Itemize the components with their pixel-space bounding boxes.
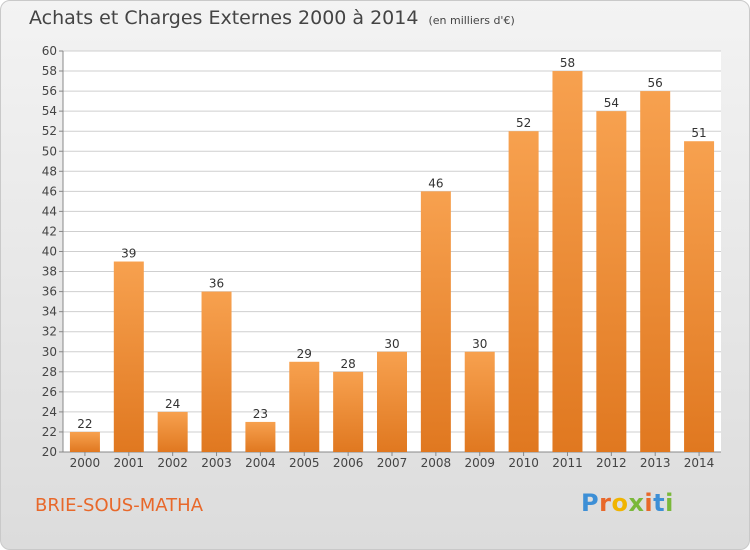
y-tick-label: 24	[42, 405, 57, 419]
data-label: 56	[648, 76, 663, 90]
x-tick-label: 2005	[289, 456, 320, 470]
y-tick-label: 50	[42, 144, 57, 158]
bar	[508, 131, 539, 452]
x-tick-label: 2002	[157, 456, 188, 470]
y-tick-label: 58	[42, 64, 57, 78]
x-tick-label: 2009	[464, 456, 495, 470]
city-label: BRIE-SOUS-MATHA	[35, 495, 204, 516]
y-tick-label: 48	[42, 164, 57, 178]
data-label: 46	[428, 176, 443, 190]
x-tick-label: 2003	[201, 456, 232, 470]
y-tick-label: 26	[42, 385, 57, 399]
x-tick-label: 2001	[114, 456, 145, 470]
y-tick-label: 42	[42, 224, 57, 238]
data-label: 36	[209, 277, 224, 291]
y-tick-label: 44	[42, 204, 57, 218]
bar	[464, 351, 495, 452]
bar	[684, 141, 715, 452]
logo-letter: P	[581, 489, 600, 517]
logo-letter: o	[611, 489, 629, 517]
bar	[333, 371, 364, 452]
bar	[157, 411, 188, 452]
y-tick-label: 20	[42, 445, 57, 459]
data-label: 51	[691, 126, 706, 140]
bar	[377, 351, 407, 452]
y-tick-label: 40	[42, 245, 57, 259]
x-tick-label: 2006	[333, 456, 364, 470]
title-text: Achats et Charges Externes 2000 à 2014	[29, 7, 419, 29]
logo-letter: x	[628, 489, 645, 517]
bar	[69, 431, 100, 452]
logo-letter: i	[665, 489, 674, 517]
data-label: 23	[253, 407, 268, 421]
proxiti-logo: Proxiti	[581, 489, 674, 517]
y-tick-label: 32	[42, 325, 57, 339]
x-tick-label: 2012	[596, 456, 627, 470]
data-label: 39	[121, 247, 136, 261]
x-tick-label: 2000	[70, 456, 101, 470]
x-tick-label: 2007	[377, 456, 408, 470]
unit-label: (en milliers d'€)	[428, 14, 515, 27]
bar	[640, 91, 671, 452]
data-label: 54	[604, 96, 619, 110]
bar	[289, 361, 320, 452]
logo-letter: i	[644, 489, 654, 517]
x-tick-label: 2008	[421, 456, 452, 470]
logo-letter: t	[653, 489, 666, 517]
x-tick-label: 2013	[640, 456, 671, 470]
y-tick-label: 46	[42, 184, 57, 198]
data-label: 22	[77, 417, 92, 431]
bar	[552, 71, 583, 453]
bar	[245, 421, 276, 452]
y-tick-label: 56	[42, 84, 57, 98]
y-tick-label: 30	[42, 345, 57, 359]
bar	[201, 291, 232, 452]
x-tick-label: 2011	[552, 456, 583, 470]
x-tick-label: 2004	[245, 456, 276, 470]
logo-letter: r	[599, 489, 612, 517]
x-tick-label: 2014	[684, 456, 715, 470]
y-tick-label: 28	[42, 365, 57, 379]
data-label: 29	[297, 347, 312, 361]
data-label: 58	[560, 56, 575, 70]
y-tick-label: 52	[42, 124, 57, 138]
bar	[420, 191, 451, 452]
y-tick-label: 60	[42, 44, 57, 58]
y-tick-label: 54	[42, 104, 57, 118]
data-label: 28	[340, 357, 355, 371]
data-label: 30	[384, 337, 399, 351]
chart-title: Achats et Charges Externes 2000 à 2014 (e…	[29, 7, 515, 29]
data-label: 52	[516, 116, 531, 130]
bar	[113, 261, 144, 452]
y-tick-label: 38	[42, 265, 57, 279]
x-tick-label: 2010	[508, 456, 539, 470]
y-tick-label: 36	[42, 285, 57, 299]
data-label: 30	[472, 337, 487, 351]
bar	[596, 111, 627, 453]
y-tick-label: 22	[42, 425, 57, 439]
data-label: 24	[165, 397, 180, 411]
y-tick-label: 34	[42, 305, 57, 319]
